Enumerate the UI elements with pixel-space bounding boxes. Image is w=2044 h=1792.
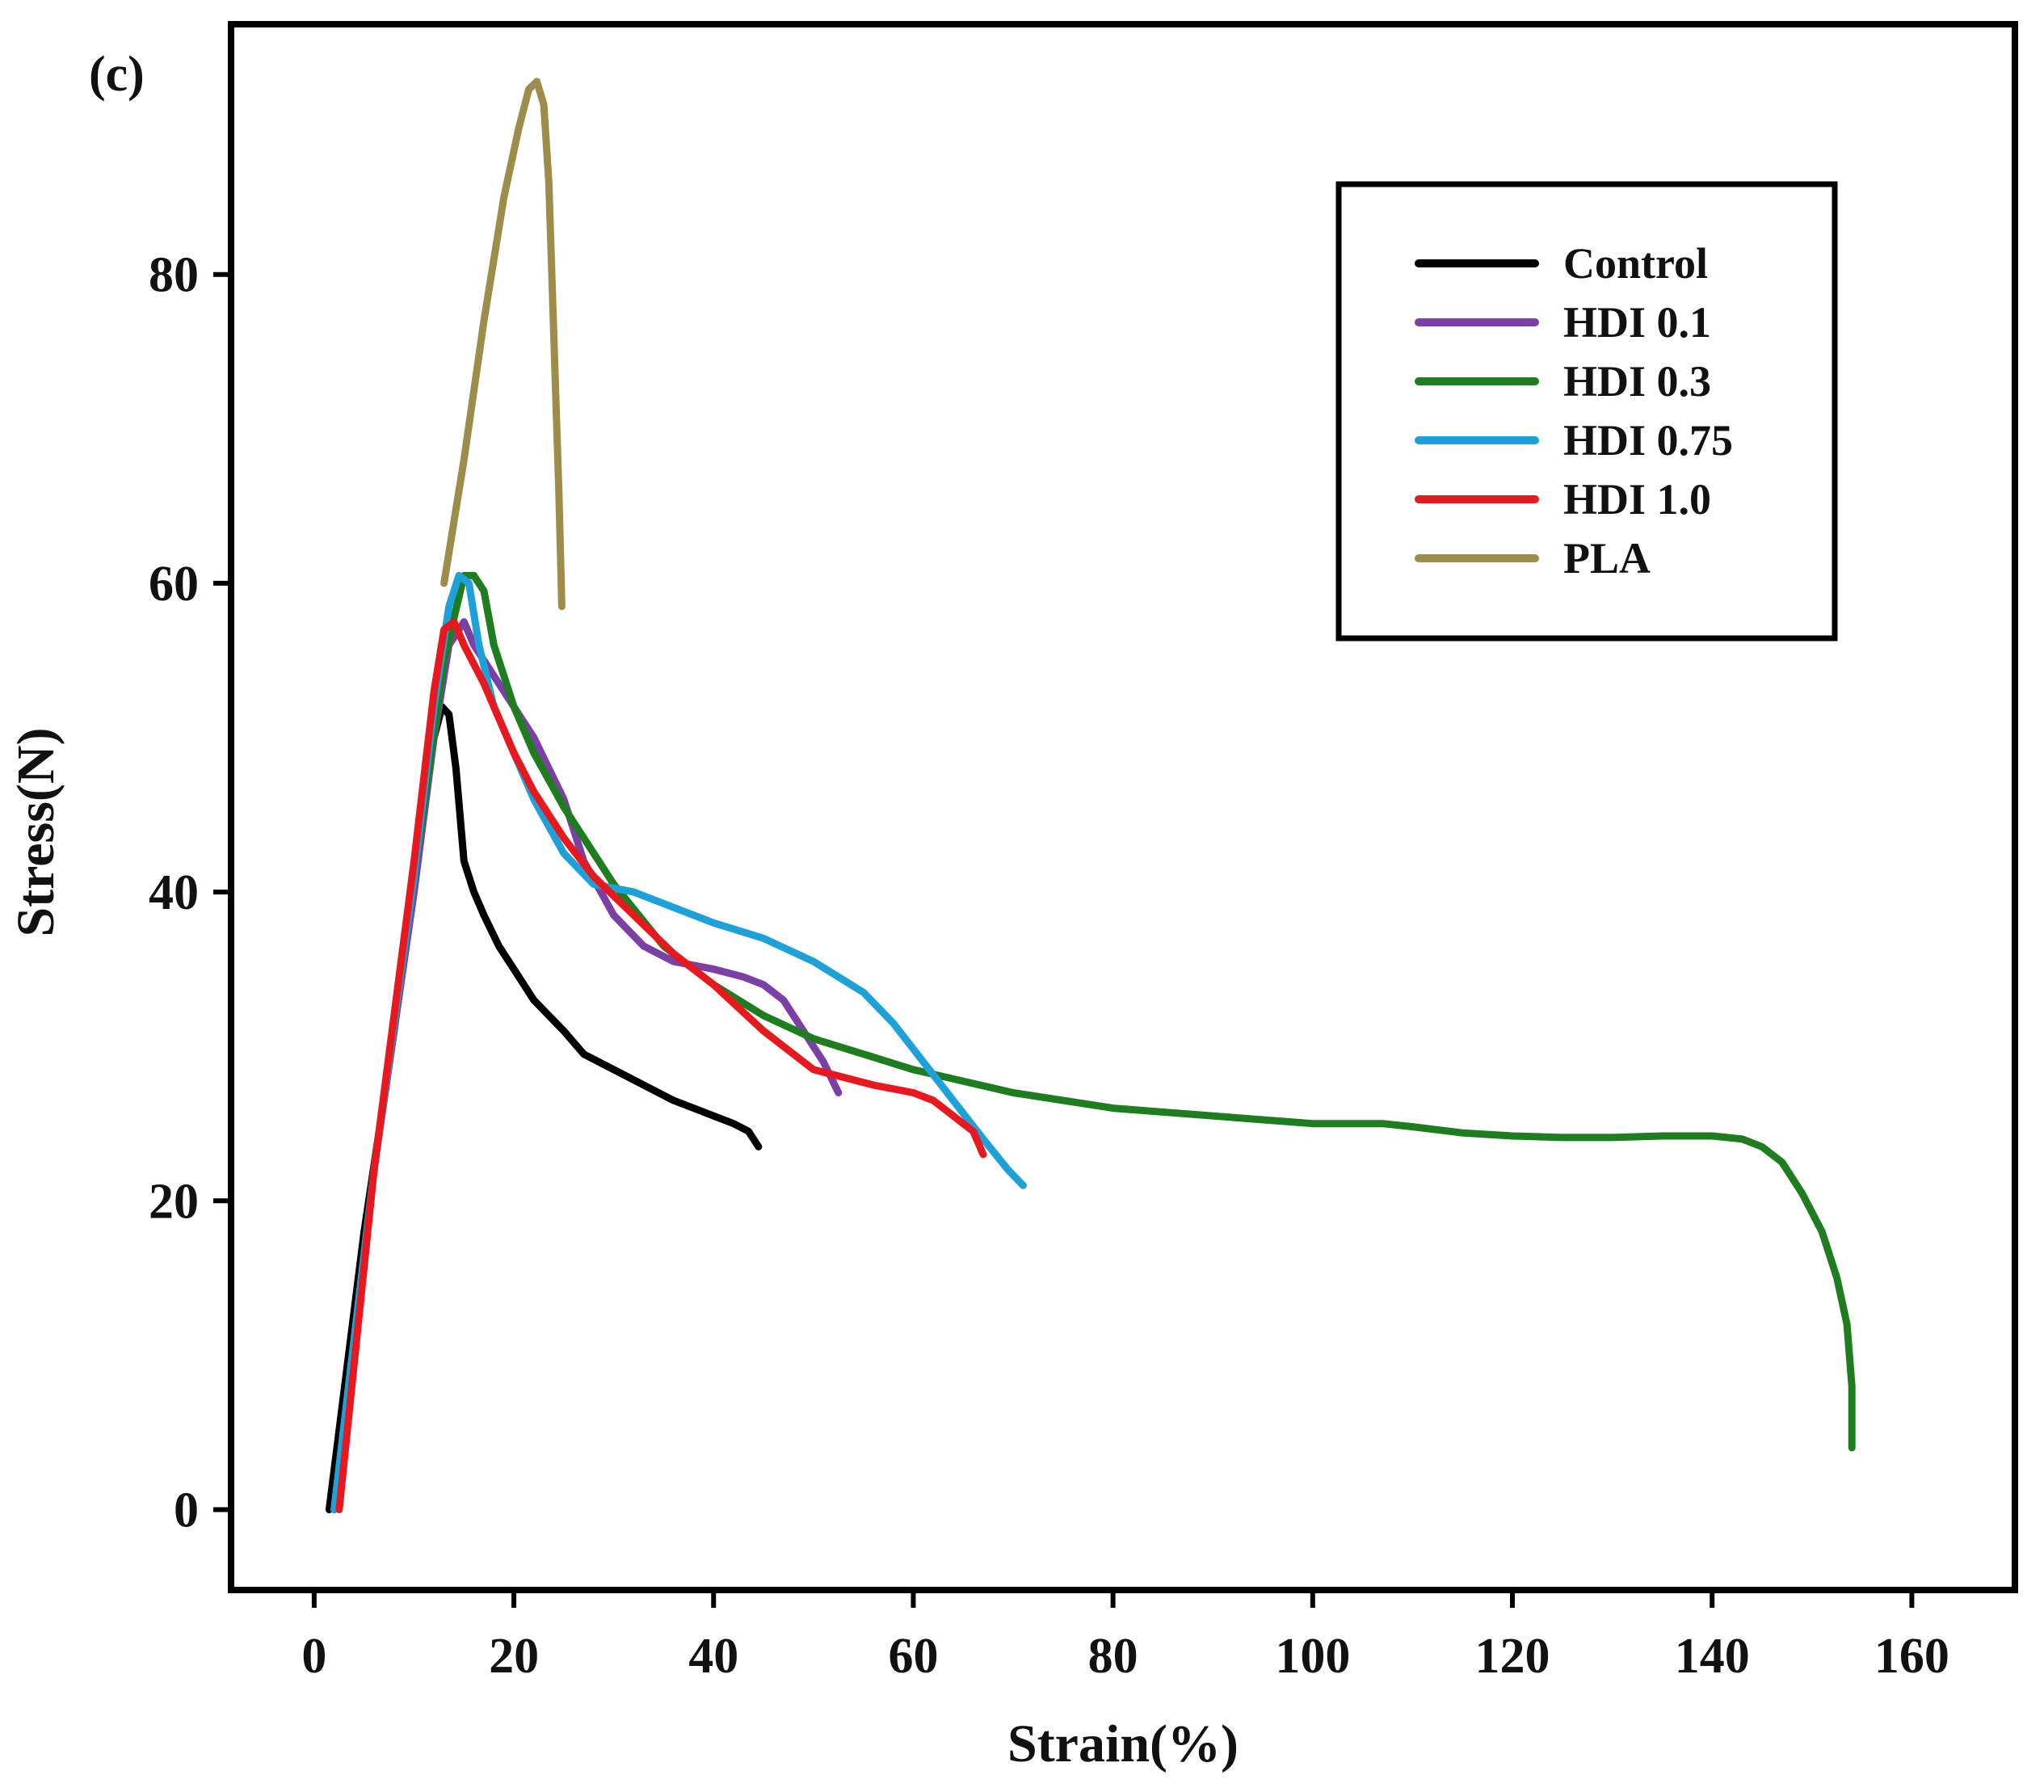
x-tick-label: 60 (888, 1629, 938, 1684)
y-tick-label: 60 (149, 557, 199, 612)
x-tick-label: 0 (301, 1629, 326, 1684)
y-axis-title: Stress(N) (6, 727, 65, 936)
legend-label: Control (1563, 239, 1708, 288)
y-tick-label: 0 (174, 1483, 199, 1538)
x-tick-label: 80 (1088, 1629, 1138, 1684)
series-line-hdi-0-3 (330, 571, 1856, 1513)
x-tick-label: 140 (1675, 1629, 1750, 1684)
x-axis: 0 20 40 60 80 100 120 140 160 (301, 1588, 1949, 1684)
legend-label: HDI 1.0 (1563, 475, 1711, 524)
legend-label: HDI 0.3 (1563, 357, 1711, 406)
x-axis-title: Strain(%) (1007, 1714, 1239, 1773)
legend-label: HDI 0.75 (1563, 416, 1733, 465)
x-tick-label: 160 (1874, 1629, 1949, 1684)
x-tick-label: 100 (1275, 1629, 1350, 1684)
y-axis: 0 20 40 60 80 (149, 248, 233, 1538)
legend-label: PLA (1563, 534, 1651, 583)
x-tick-label: 40 (688, 1629, 738, 1684)
x-tick-label: 20 (489, 1629, 539, 1684)
legend-label: HDI 0.1 (1563, 298, 1711, 347)
x-tick-label: 120 (1475, 1629, 1550, 1684)
legend: Control HDI 0.1 HDI 0.3 HDI 0.75 HDI 1.0 PLA (1335, 181, 1838, 642)
y-tick-label: 40 (149, 865, 199, 920)
series-line-pla (440, 78, 566, 611)
panel-label: (c) (89, 47, 145, 102)
series-line-hdi-1-0 (335, 618, 987, 1513)
y-tick-label: 20 (149, 1174, 199, 1229)
series-line-hdi-0-75 (330, 571, 1027, 1513)
series-lines (325, 78, 1856, 1513)
plot-frame (228, 21, 2018, 1593)
series-line-hdi-0-1 (330, 618, 843, 1513)
y-tick-label: 80 (149, 248, 199, 303)
series-line-control (325, 703, 763, 1513)
